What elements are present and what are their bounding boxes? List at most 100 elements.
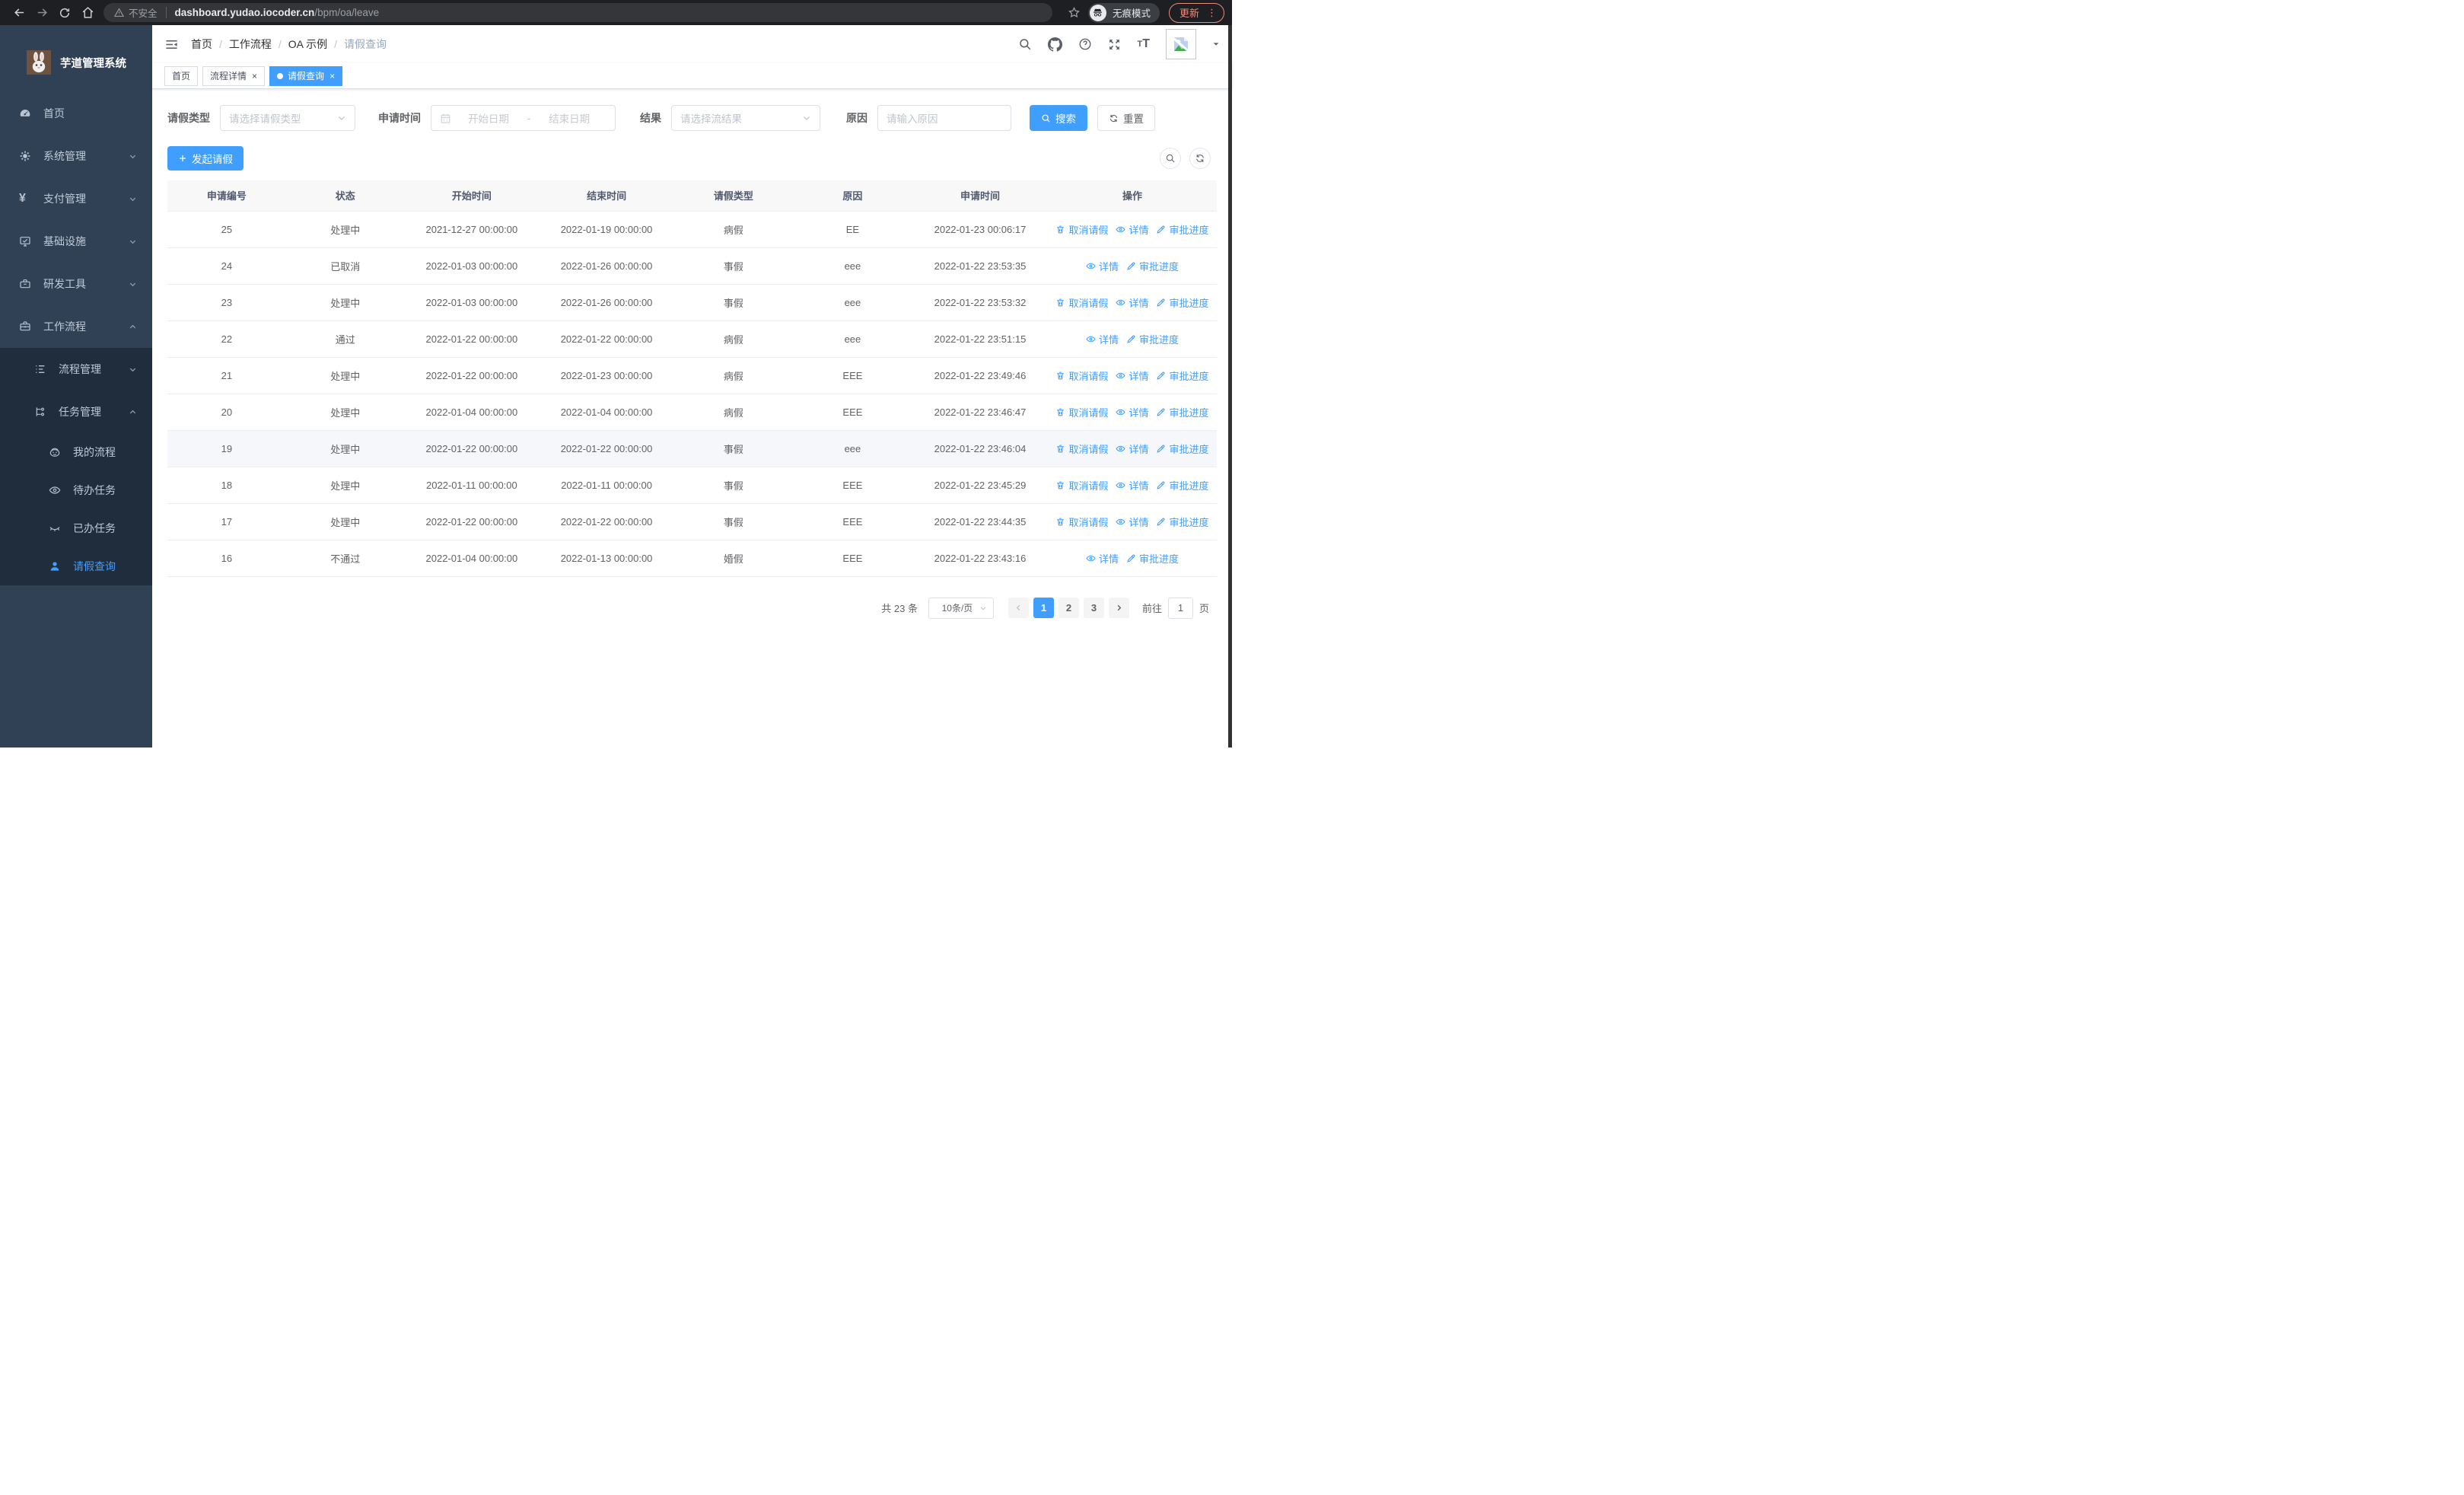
site-security[interactable]: 不安全: [114, 5, 158, 20]
search-button[interactable]: 搜索: [1030, 105, 1087, 131]
action-label: 详情: [1098, 260, 1119, 273]
address-bar[interactable]: 不安全 dashboard.yudao.iocoder.cn /bpm/oa/l…: [103, 3, 1052, 22]
reason-input[interactable]: 请输入原因: [877, 105, 1011, 131]
sidebar-item-devtools[interactable]: 研发工具: [0, 263, 152, 305]
sidebar-item-label: 已办任务: [73, 522, 116, 534]
sidebar-fold-icon[interactable]: [164, 37, 179, 52]
reset-button[interactable]: 重置: [1097, 105, 1155, 131]
fullscreen-icon[interactable]: [1108, 38, 1121, 51]
breadcrumb-item[interactable]: 工作流程: [228, 38, 272, 50]
browser-menu-dots-icon[interactable]: ⋮: [1207, 6, 1217, 18]
detail-link[interactable]: 详情: [1086, 259, 1119, 273]
cancel-leave-link[interactable]: 取消请假: [1055, 222, 1108, 237]
edit-pen-icon: [1156, 444, 1166, 454]
sidebar-item-task-mgmt[interactable]: 任务管理: [0, 390, 152, 433]
prev-page-button[interactable]: [1008, 598, 1029, 618]
tab-label: 流程详情: [210, 71, 247, 81]
help-icon[interactable]: [1078, 37, 1092, 51]
browser-update-button[interactable]: 更新 ⋮: [1168, 2, 1224, 23]
page-size-select[interactable]: 10条/页: [928, 597, 994, 619]
detail-link[interactable]: 详情: [1116, 405, 1148, 419]
cancel-leave-link[interactable]: 取消请假: [1055, 405, 1108, 419]
cell-actions: 取消请假 详情 审批进度: [1047, 211, 1217, 248]
breadcrumb-item[interactable]: OA 示例: [288, 38, 328, 50]
tab-请假查询[interactable]: 请假查询 ×: [269, 65, 343, 86]
approval-progress-link[interactable]: 审批进度: [1156, 222, 1208, 237]
close-icon[interactable]: ×: [329, 70, 336, 81]
sidebar-item-my-process[interactable]: 我的流程: [0, 433, 152, 471]
app-logo-image: [27, 50, 51, 75]
home-icon[interactable]: [76, 2, 99, 24]
detail-link[interactable]: 详情: [1116, 441, 1148, 456]
sidebar-item-payment[interactable]: ¥ 支付管理: [0, 177, 152, 220]
sidebar-item-todo-task[interactable]: 待办任务: [0, 471, 152, 509]
search-icon: [1041, 113, 1051, 123]
forward-icon[interactable]: [30, 2, 53, 24]
goto-page-input[interactable]: 1: [1167, 597, 1193, 619]
cell-status: 处理中: [285, 394, 405, 431]
cell-start-time: 2022-01-22 00:00:00: [404, 503, 540, 540]
tab-首页[interactable]: 首页: [164, 65, 199, 86]
detail-link[interactable]: 详情: [1116, 295, 1148, 310]
sidebar-item-done-task[interactable]: 已办任务: [0, 509, 152, 547]
leave-type-select[interactable]: 请选择请假类型: [220, 105, 355, 131]
cell-reason: eee: [792, 247, 913, 285]
tab-流程详情[interactable]: 流程详情 ×: [202, 65, 266, 86]
cancel-leave-link[interactable]: 取消请假: [1055, 368, 1108, 383]
apply-time-range-picker[interactable]: 开始日期 - 结束日期: [431, 105, 616, 131]
close-icon[interactable]: ×: [252, 70, 258, 81]
approval-progress-link[interactable]: 审批进度: [1156, 441, 1208, 456]
page-button-2[interactable]: 2: [1058, 598, 1079, 618]
page-button-1[interactable]: 1: [1033, 598, 1054, 618]
cell-leave-type: 事假: [674, 430, 793, 467]
approval-progress-link[interactable]: 审批进度: [1156, 405, 1208, 419]
detail-link[interactable]: 详情: [1116, 478, 1148, 492]
breadcrumb-item[interactable]: 首页: [191, 38, 212, 50]
detail-link[interactable]: 详情: [1116, 515, 1148, 529]
result-select[interactable]: 请选择流结果: [671, 105, 820, 131]
show-search-toggle-button[interactable]: [1160, 148, 1181, 169]
sidebar-item-workflow[interactable]: 工作流程: [0, 305, 152, 348]
cancel-leave-link[interactable]: 取消请假: [1055, 478, 1108, 492]
sidebar-item-process-mgmt[interactable]: 流程管理: [0, 348, 152, 390]
window-scrollbar[interactable]: [1228, 25, 1232, 748]
table-row: 23 处理中 2022-01-03 00:00:00 2022-01-26 00:00…: [167, 284, 1217, 321]
bookmark-star-icon[interactable]: [1068, 6, 1081, 19]
create-leave-button[interactable]: 发起请假: [167, 146, 244, 171]
cancel-leave-link[interactable]: 取消请假: [1055, 295, 1108, 310]
approval-progress-link[interactable]: 审批进度: [1156, 515, 1208, 529]
cancel-leave-link[interactable]: 取消请假: [1055, 515, 1108, 529]
sidebar-item-infra[interactable]: 基础设施: [0, 220, 152, 263]
next-page-button[interactable]: [1108, 598, 1129, 618]
sidebar-item-home[interactable]: 首页: [0, 92, 152, 135]
refresh-table-button[interactable]: [1189, 148, 1211, 169]
app-logo-row[interactable]: 芋道管理系统: [0, 39, 152, 86]
goto-suffix: 页: [1199, 603, 1209, 614]
avatar[interactable]: [1166, 29, 1196, 59]
sidebar-item-leave-query[interactable]: 请假查询: [0, 547, 152, 585]
cancel-leave-link[interactable]: 取消请假: [1055, 441, 1108, 456]
search-icon[interactable]: [1018, 37, 1032, 51]
approval-progress-link[interactable]: 审批进度: [1126, 551, 1179, 566]
github-icon[interactable]: [1048, 37, 1063, 52]
approval-progress-link[interactable]: 审批进度: [1126, 332, 1179, 346]
detail-link[interactable]: 详情: [1116, 222, 1148, 237]
detail-link[interactable]: 详情: [1086, 551, 1119, 566]
approval-progress-link[interactable]: 审批进度: [1156, 295, 1208, 310]
cell-apply-time: 2022-01-22 23:43:16: [912, 540, 1048, 577]
page-button-3[interactable]: 3: [1083, 598, 1104, 618]
table-row: 22 通过 2022-01-22 00:00:00 2022-01-22 00:00:…: [167, 320, 1217, 358]
chevron-down-icon: [337, 113, 346, 123]
sidebar-item-system[interactable]: 系统管理: [0, 135, 152, 177]
detail-link[interactable]: 详情: [1116, 368, 1148, 383]
browser-toolbar: 不安全 dashboard.yudao.iocoder.cn /bpm/oa/l…: [0, 0, 1232, 25]
back-icon[interactable]: [8, 2, 30, 24]
avatar-caret-icon[interactable]: [1212, 40, 1220, 48]
reload-icon[interactable]: [53, 2, 76, 24]
approval-progress-link[interactable]: 审批进度: [1156, 478, 1208, 492]
approval-progress-link[interactable]: 审批进度: [1126, 259, 1179, 273]
detail-link[interactable]: 详情: [1086, 332, 1119, 346]
approval-progress-link[interactable]: 审批进度: [1156, 368, 1208, 383]
